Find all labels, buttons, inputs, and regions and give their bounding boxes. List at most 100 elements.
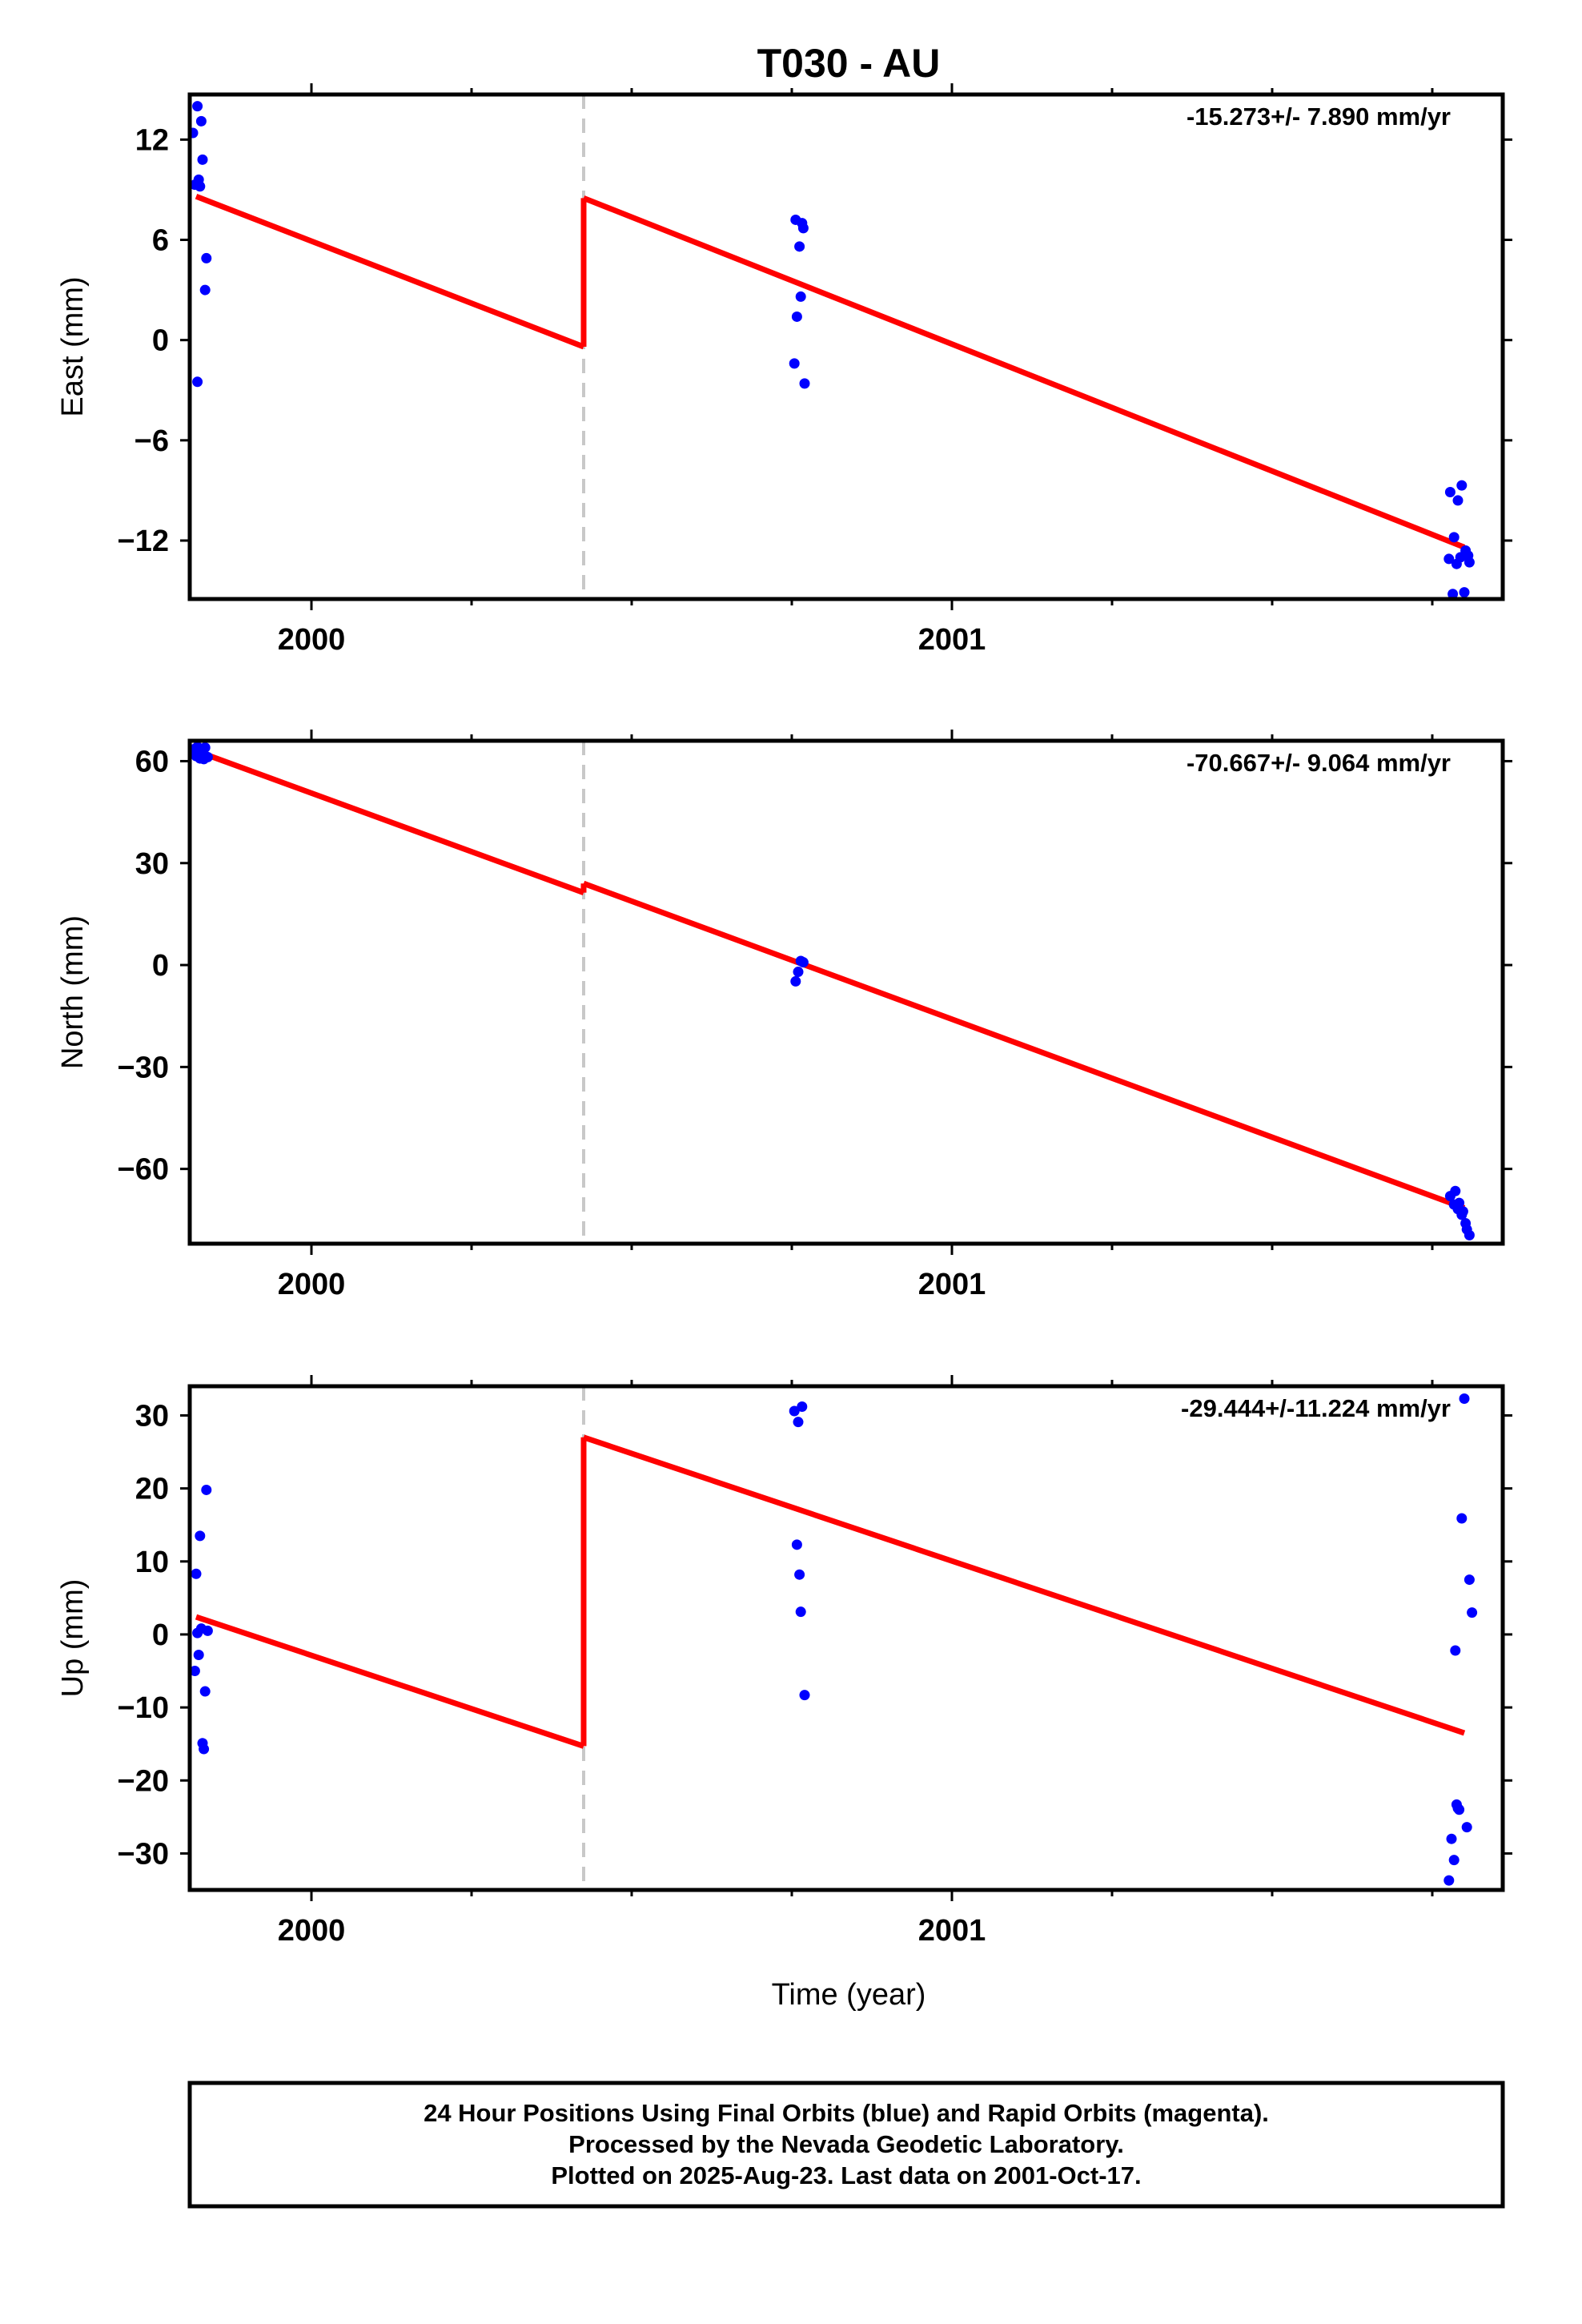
data-point [195, 1530, 206, 1542]
data-point [790, 975, 801, 987]
data-point [1450, 1185, 1461, 1196]
y-axis-label-east: East (mm) [56, 276, 90, 416]
data-point [193, 1649, 204, 1660]
y-tick-label: 0 [152, 949, 169, 983]
trend-line-segment [195, 1614, 585, 1749]
x-tick-label: 2000 [278, 1268, 346, 1301]
data-point [197, 154, 208, 165]
data-point [195, 181, 206, 192]
data-point [789, 1405, 800, 1417]
plot-frame [187, 92, 1505, 601]
rate-label: -29.444+/-11.224 mm/yr [1181, 1394, 1451, 1422]
data-point [202, 1625, 213, 1636]
y-tick-label: −30 [118, 1837, 169, 1871]
data-point [1452, 1803, 1464, 1814]
data-point [192, 101, 203, 112]
data-point [1452, 495, 1464, 506]
footer-line-1: 24 Hour Positions Using Final Orbits (bl… [424, 2099, 1269, 2127]
y-axis-label-up: Up (mm) [56, 1579, 90, 1698]
y-tick-label: 0 [152, 1618, 169, 1652]
x-tick-label: 2001 [918, 623, 986, 657]
data-point [1450, 1645, 1461, 1656]
data-point [1446, 1833, 1457, 1844]
plot-frame [187, 1384, 1505, 1892]
x-tick-label: 2000 [278, 623, 346, 657]
data-point [1459, 587, 1470, 598]
data-point [795, 291, 806, 302]
data-point [794, 241, 805, 252]
data-point [1443, 1875, 1455, 1886]
y-tick-label: −12 [118, 525, 169, 558]
panel-east: 12 6 0 −6 −12 2000 2001 East (mm) -15.273+/- 7.8… [56, 83, 1512, 657]
data-point [799, 378, 810, 389]
x-tick-label: 2001 [918, 1914, 986, 1948]
y-tick-label: −10 [118, 1691, 169, 1725]
y-tick-label: 12 [135, 123, 169, 157]
data-point [1461, 1822, 1472, 1833]
footer-line-2: Processed by the Nevada Geodetic Laborat… [568, 2130, 1124, 2158]
panel-up: 30 20 10 0 −10 −20 −30 2000 2001 Up (mm) -29.444+/… [56, 1375, 1512, 1948]
data-point [799, 1690, 810, 1701]
data-point [191, 1568, 202, 1579]
data-point [199, 1743, 210, 1755]
data-point [199, 284, 211, 296]
y-tick-label: −30 [118, 1051, 169, 1084]
trend-line-segment [582, 195, 1466, 550]
y-tick-label: 20 [135, 1473, 169, 1506]
data-point [195, 115, 207, 127]
plot-frame [187, 738, 1505, 1246]
data-point [1461, 1224, 1472, 1235]
y-tick-label: 30 [135, 1399, 169, 1433]
data-point [791, 311, 802, 322]
chart-title: T030 - AU [757, 41, 941, 86]
data-point [1447, 589, 1459, 600]
trend-line-segment [582, 880, 1466, 1211]
footer-line-3: Plotted on 2025-Aug-23. Last data on 200… [551, 2161, 1141, 2189]
y-tick-label: 30 [135, 847, 169, 881]
y-tick-label: 10 [135, 1546, 169, 1579]
trend-line-segment [195, 193, 585, 350]
y-axis-label-north: North (mm) [56, 915, 90, 1069]
data-point [201, 252, 212, 263]
data-point [797, 1401, 808, 1413]
data-point [1463, 550, 1474, 561]
y-tick-label: −20 [118, 1764, 169, 1798]
data-point [793, 1417, 804, 1428]
data-point [1444, 486, 1456, 497]
data-point [1448, 1855, 1460, 1866]
data-point [199, 1686, 211, 1697]
footer-frame [187, 2081, 1505, 2209]
x-axis-label: Time (year) [772, 1978, 926, 2012]
data-point [1448, 532, 1460, 543]
data-point [1467, 1607, 1478, 1618]
panel-north: 60 30 0 −30 −60 2000 2001 North (mm) -70.667+/- … [56, 730, 1512, 1301]
data-point [1459, 1393, 1470, 1404]
x-tick-label: 2001 [918, 1268, 986, 1301]
data-point [192, 376, 203, 388]
data-point [199, 742, 211, 753]
trend-line-segment [195, 748, 585, 895]
data-point [791, 1539, 802, 1550]
data-point [189, 1666, 200, 1677]
y-tick-label: 6 [152, 223, 169, 257]
y-tick-label: −6 [135, 424, 169, 458]
y-tick-label: 0 [152, 324, 169, 358]
data-point [1454, 1197, 1465, 1208]
x-tick-label: 2000 [278, 1914, 346, 1948]
y-tick-label: −60 [118, 1153, 169, 1187]
footer-box: 24 Hour Positions Using Final Orbits (bl… [187, 2081, 1505, 2209]
data-point [795, 1606, 806, 1618]
rate-label: -15.273+/- 7.890 mm/yr [1186, 103, 1451, 131]
trend-line-segment [582, 1434, 1466, 1736]
data-point [793, 967, 804, 978]
data-point [1456, 1513, 1468, 1524]
data-point [794, 1569, 805, 1580]
data-point [1456, 480, 1468, 491]
data-point [202, 751, 213, 762]
data-point [789, 358, 800, 369]
data-point [1464, 1574, 1475, 1586]
y-tick-label: 60 [135, 745, 169, 778]
data-point [797, 218, 808, 229]
